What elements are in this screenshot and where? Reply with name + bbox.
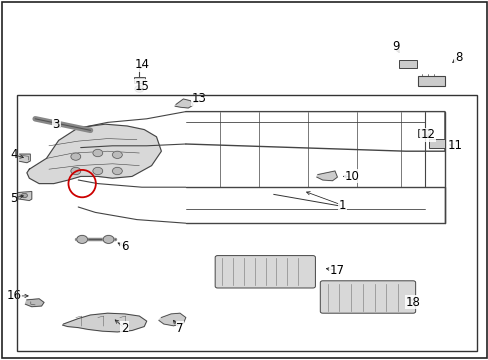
Circle shape <box>93 149 102 157</box>
Bar <box>398 60 416 68</box>
Text: 11: 11 <box>447 139 461 152</box>
Bar <box>17 95 476 351</box>
Polygon shape <box>27 124 161 184</box>
FancyBboxPatch shape <box>320 281 415 313</box>
Text: 6: 6 <box>121 240 128 253</box>
Polygon shape <box>25 299 44 307</box>
Bar <box>428 139 444 148</box>
Polygon shape <box>16 192 32 201</box>
Circle shape <box>71 167 81 175</box>
Circle shape <box>93 167 102 175</box>
Polygon shape <box>175 99 193 108</box>
Text: 12: 12 <box>420 129 434 141</box>
Circle shape <box>135 86 143 92</box>
Text: 4: 4 <box>10 148 18 161</box>
Polygon shape <box>62 313 146 332</box>
FancyBboxPatch shape <box>215 256 315 288</box>
Polygon shape <box>20 154 30 163</box>
Circle shape <box>21 193 27 198</box>
Polygon shape <box>159 313 185 326</box>
Text: 2: 2 <box>121 322 128 335</box>
Text: 8: 8 <box>454 51 462 64</box>
Circle shape <box>112 151 122 158</box>
Text: 9: 9 <box>391 40 399 53</box>
Circle shape <box>77 235 87 243</box>
Text: 15: 15 <box>134 80 149 93</box>
Text: 1: 1 <box>338 199 346 212</box>
Circle shape <box>103 235 114 243</box>
Text: 3: 3 <box>52 118 60 131</box>
Text: 18: 18 <box>405 296 420 309</box>
Polygon shape <box>316 171 337 181</box>
Bar <box>134 77 144 83</box>
Text: 13: 13 <box>192 93 206 105</box>
Circle shape <box>71 153 81 160</box>
Text: 5: 5 <box>10 192 18 204</box>
Text: 17: 17 <box>329 264 344 276</box>
Bar <box>417 76 444 86</box>
Text: 10: 10 <box>344 170 359 183</box>
Text: 7: 7 <box>176 322 183 335</box>
Text: 14: 14 <box>134 58 149 71</box>
Bar <box>417 129 429 137</box>
Circle shape <box>112 167 122 175</box>
Text: 16: 16 <box>6 289 21 302</box>
